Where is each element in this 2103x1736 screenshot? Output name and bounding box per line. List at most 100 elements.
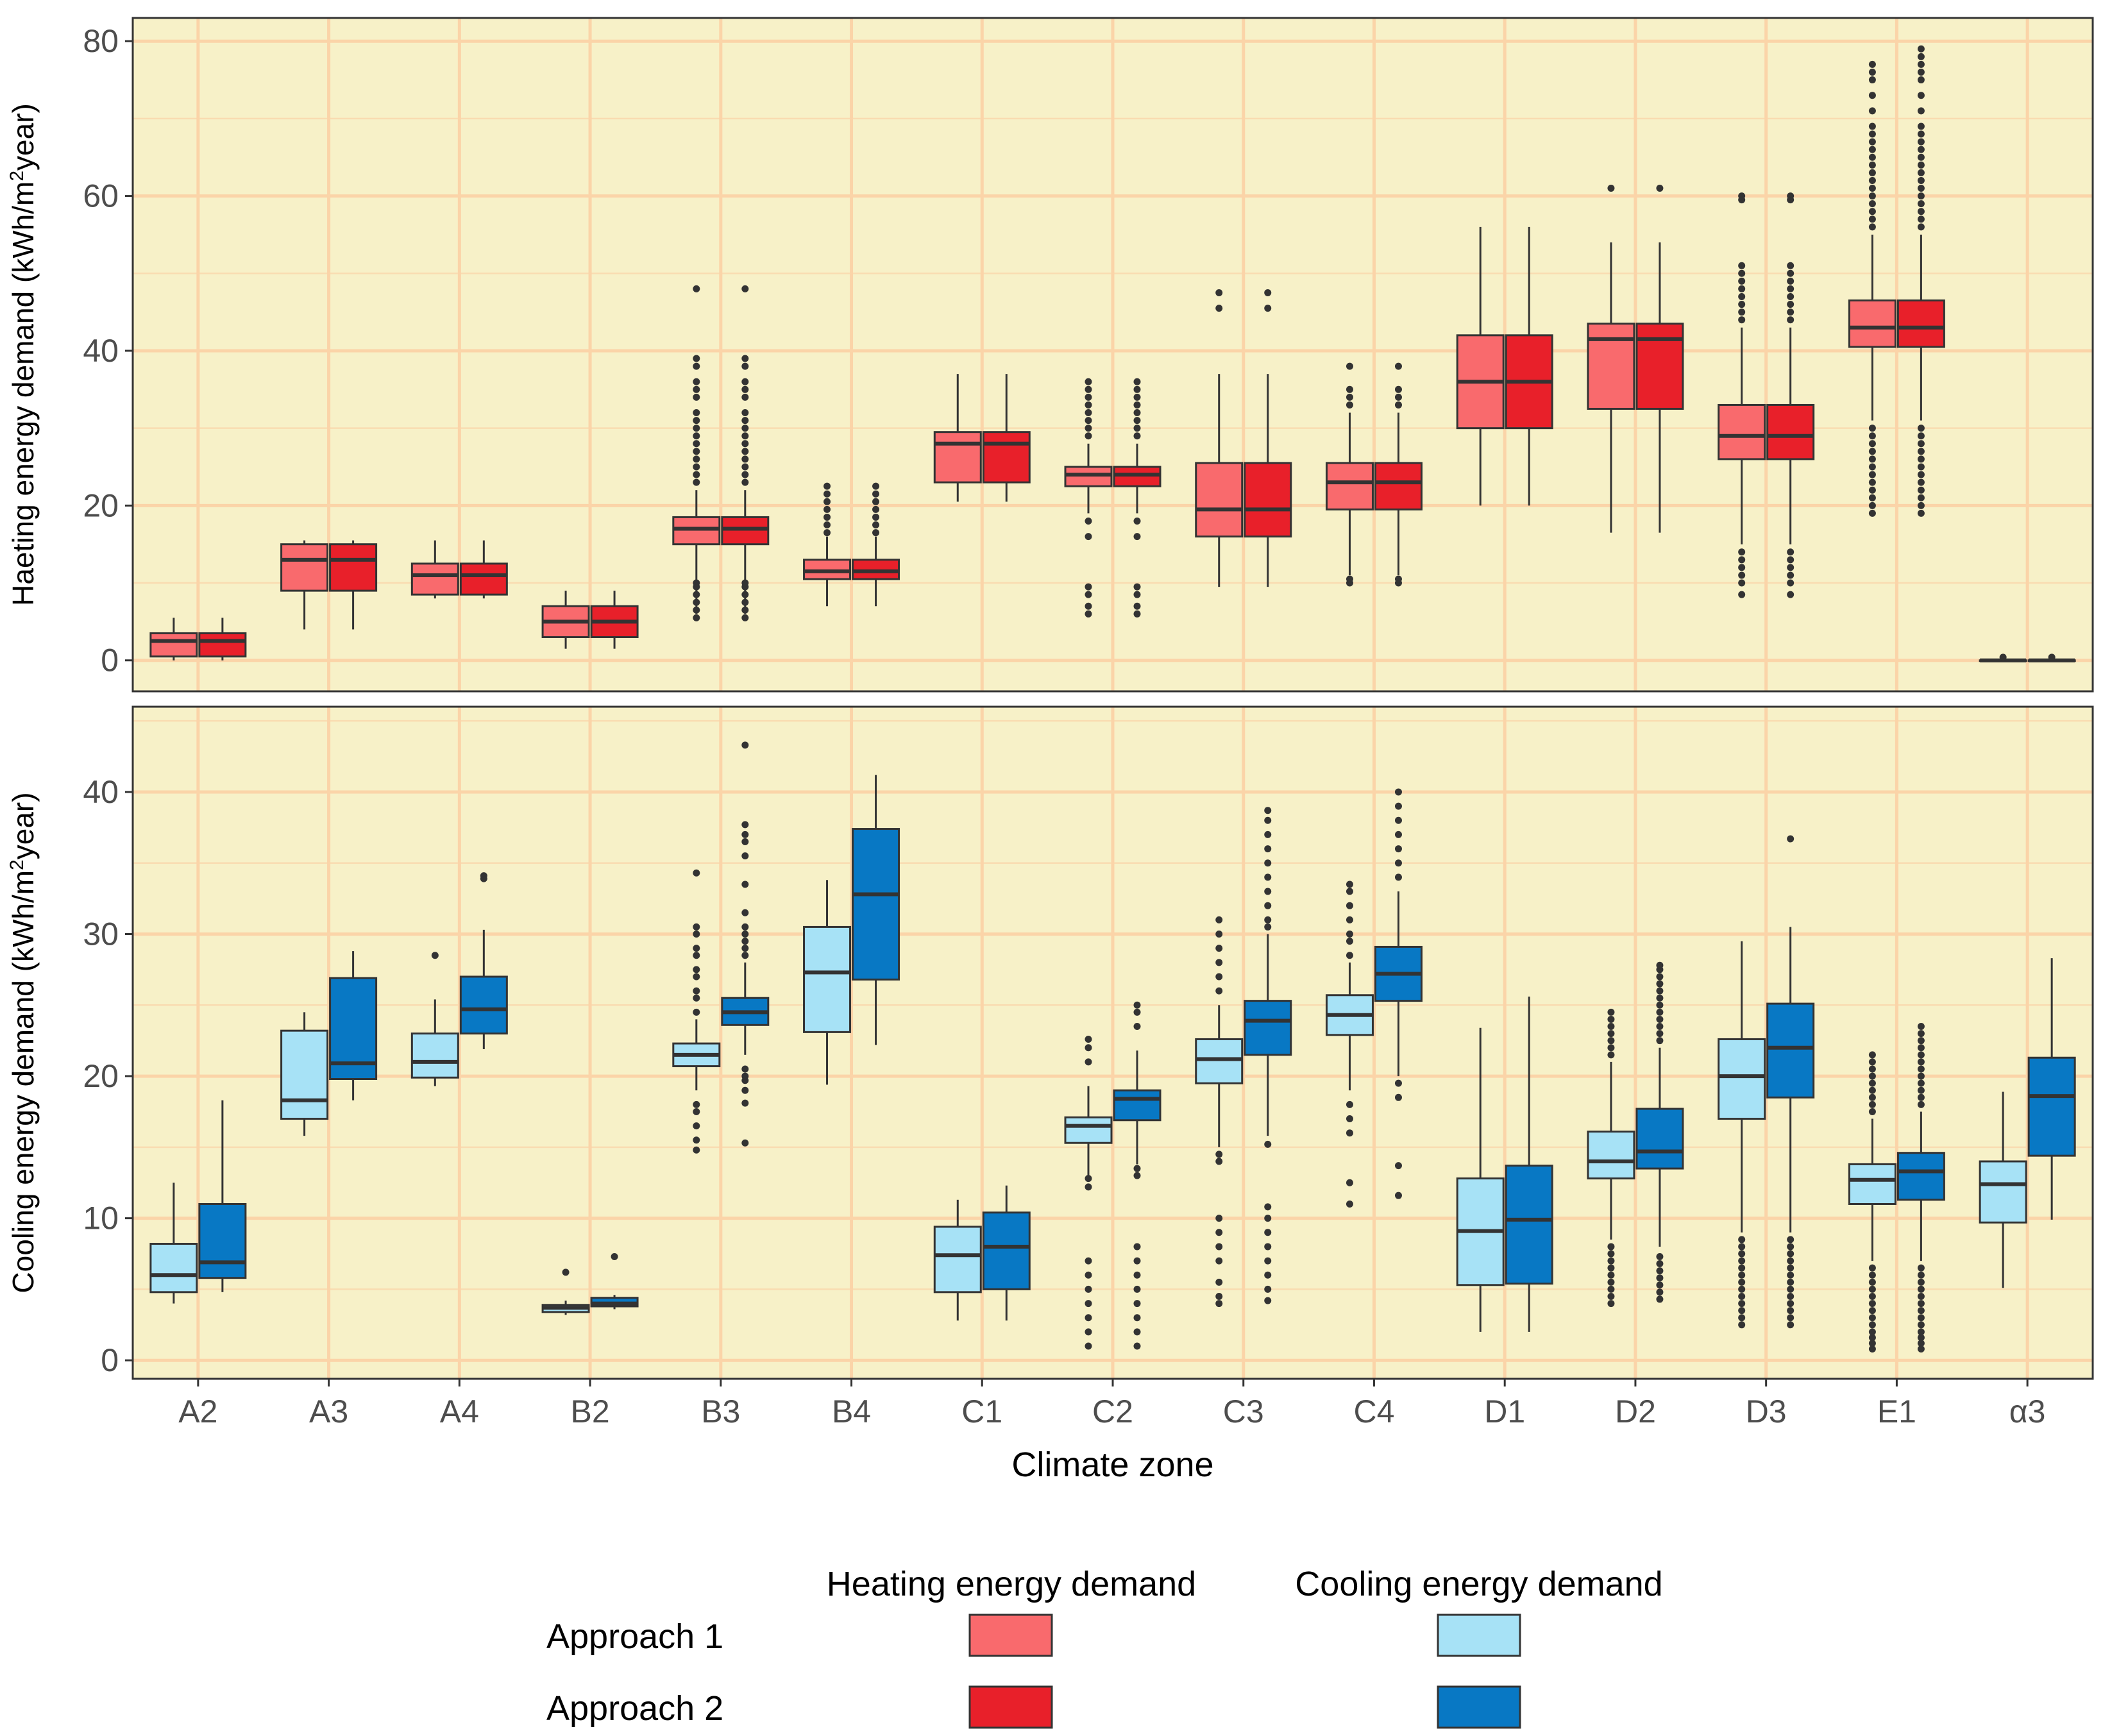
outlier-point bbox=[1917, 486, 1925, 494]
outlier-point bbox=[1868, 1108, 1876, 1115]
outlier-point bbox=[1394, 1192, 1402, 1199]
outlier-point bbox=[741, 952, 749, 959]
y-axis-title-cooling: Cooling energy demand (kWh/m2year) bbox=[6, 792, 40, 1293]
box-d2-approach-1 bbox=[1587, 185, 1635, 533]
box-c2-approach-2 bbox=[1113, 378, 1161, 618]
outlier-point bbox=[1917, 223, 1925, 231]
outlier-point bbox=[1738, 1264, 1746, 1272]
outlier-point bbox=[741, 448, 749, 455]
box-e1-approach-2 bbox=[1896, 45, 1945, 517]
outlier-point bbox=[1656, 987, 1664, 995]
outlier-point bbox=[1264, 873, 1272, 881]
outlier-point bbox=[1868, 176, 1876, 184]
outlier-point bbox=[693, 1122, 700, 1130]
outlier-point bbox=[1738, 262, 1746, 269]
box-b4-approach-2 bbox=[852, 775, 900, 1045]
outlier-point bbox=[1394, 859, 1402, 867]
outlier-point bbox=[693, 285, 700, 292]
box-body bbox=[1064, 466, 1113, 487]
series-approach-1-cooling bbox=[149, 869, 2027, 1353]
outlier-point bbox=[1738, 1271, 1746, 1279]
outlier-point bbox=[1394, 816, 1402, 824]
outlier-point bbox=[1917, 1264, 1925, 1272]
outlier-point bbox=[1133, 1300, 1141, 1308]
outlier-point bbox=[1917, 130, 1925, 138]
outlier-point bbox=[1656, 1030, 1664, 1038]
outlier-point bbox=[1787, 1321, 1795, 1329]
outlier-point bbox=[1133, 1165, 1141, 1172]
outlier-point bbox=[1868, 501, 1876, 509]
outlier-point bbox=[1264, 1297, 1272, 1304]
outlier-point bbox=[1917, 92, 1925, 99]
outlier-point bbox=[1787, 1271, 1795, 1279]
outlier-point bbox=[693, 1100, 700, 1108]
outlier-point bbox=[1346, 1179, 1353, 1186]
outlier-point bbox=[693, 393, 700, 401]
outlier-point bbox=[1868, 440, 1876, 448]
outlier-point bbox=[1868, 1328, 1876, 1336]
outlier-point bbox=[741, 838, 749, 845]
box-body bbox=[1635, 323, 1684, 410]
outlier-point bbox=[693, 614, 700, 621]
box-a2-approach-1 bbox=[149, 618, 198, 661]
outlier-point bbox=[1085, 533, 1092, 541]
x-tick-label-b4: B4 bbox=[832, 1394, 871, 1429]
outlier-point bbox=[1868, 215, 1876, 223]
outlier-point bbox=[741, 741, 749, 749]
outlier-point bbox=[1215, 1257, 1223, 1265]
x-tick-label-a3: A3 bbox=[309, 1394, 348, 1429]
outlier-point bbox=[693, 463, 700, 471]
outlier-point bbox=[1607, 1008, 1615, 1016]
outlier-point bbox=[693, 455, 700, 463]
outlier-point bbox=[1607, 1044, 1615, 1052]
outlier-point bbox=[741, 945, 749, 952]
outlier-point bbox=[1917, 1345, 1925, 1353]
outlier-point bbox=[1133, 1001, 1141, 1009]
outlier-point bbox=[1868, 138, 1876, 146]
outlier-point bbox=[1085, 409, 1092, 417]
box-a3-approach-1 bbox=[280, 540, 329, 630]
outlier-point bbox=[1738, 1236, 1746, 1243]
legend: Heating energy demand Cooling energy dema… bbox=[546, 1565, 1663, 1729]
outlier-point bbox=[1738, 301, 1746, 308]
box-d1-approach-2 bbox=[1505, 996, 1553, 1332]
y-tick-label: 10 bbox=[83, 1201, 119, 1236]
outlier-point bbox=[1868, 185, 1876, 192]
outlier-point bbox=[741, 385, 749, 393]
outlier-point bbox=[1215, 289, 1223, 296]
box-body bbox=[803, 559, 852, 580]
box-body bbox=[410, 562, 459, 596]
outlier-point bbox=[1917, 1037, 1925, 1045]
outlier-point bbox=[1133, 401, 1141, 409]
outlier-point bbox=[1085, 417, 1092, 425]
outlier-point bbox=[1868, 1079, 1876, 1087]
outlier-point bbox=[1738, 1307, 1746, 1315]
outlier-point bbox=[1917, 1044, 1925, 1052]
outlier-point bbox=[823, 505, 831, 513]
outlier-point bbox=[1085, 425, 1092, 432]
outlier-point bbox=[1264, 305, 1272, 312]
outlier-point bbox=[1085, 1058, 1092, 1066]
box-body bbox=[1587, 323, 1635, 410]
box-d3-approach-2 bbox=[1766, 192, 1815, 598]
outlier-point bbox=[1917, 509, 1925, 517]
outlier-point bbox=[1656, 1001, 1664, 1009]
outlier-point bbox=[1868, 161, 1876, 169]
outlier-point bbox=[1264, 807, 1272, 814]
outlier-point bbox=[1085, 385, 1092, 393]
box-body bbox=[1896, 1152, 1945, 1201]
outlier-point bbox=[741, 938, 749, 945]
box-body bbox=[1766, 403, 1815, 460]
outlier-point bbox=[1133, 1257, 1141, 1265]
outlier-point bbox=[1133, 1314, 1141, 1322]
outlier-point bbox=[1085, 1314, 1092, 1322]
outlier-point bbox=[693, 579, 700, 587]
outlier-point bbox=[1917, 1271, 1925, 1279]
outlier-point bbox=[1868, 130, 1876, 138]
outlier-point bbox=[1787, 1292, 1795, 1300]
box-b3-approach-1 bbox=[672, 285, 721, 621]
outlier-point bbox=[1133, 533, 1141, 541]
legend-heading-heating: Heating energy demand bbox=[827, 1565, 1196, 1603]
outlier-point bbox=[1346, 931, 1353, 938]
outlier-point bbox=[1917, 1340, 1925, 1347]
